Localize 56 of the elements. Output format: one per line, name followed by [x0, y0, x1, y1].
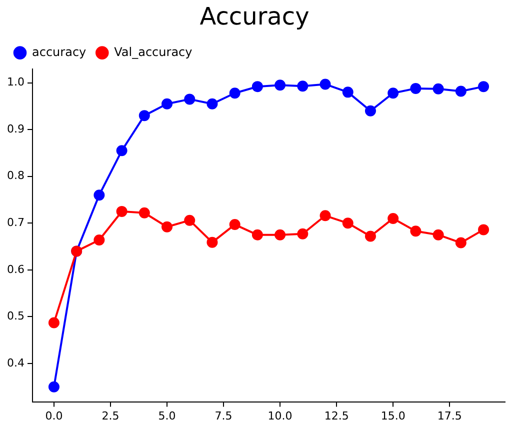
point — [252, 81, 263, 92]
point — [184, 94, 196, 105]
point — [274, 80, 286, 91]
y-tick-label: 1.0 — [6, 76, 24, 89]
point — [432, 83, 444, 94]
y-tick-label: 0.8 — [6, 169, 24, 182]
point — [48, 381, 60, 392]
point — [342, 218, 354, 229]
point — [48, 317, 60, 328]
point — [388, 212, 399, 224]
point — [320, 78, 331, 90]
point — [364, 105, 376, 116]
y-tick-label: 0.6 — [6, 262, 24, 276]
point — [320, 210, 331, 222]
x-tick-label: 10.0 — [268, 409, 292, 422]
legend-label: Val_accuracy — [114, 44, 192, 59]
point — [297, 228, 308, 240]
point — [116, 206, 128, 217]
point — [138, 207, 150, 218]
point — [455, 237, 466, 248]
point — [364, 230, 376, 242]
x-tick-label: 17.5 — [437, 409, 462, 422]
point — [455, 86, 466, 97]
point — [274, 229, 286, 240]
point — [252, 229, 263, 240]
point — [229, 219, 240, 230]
point — [94, 190, 105, 201]
x-tick-label: 2.5 — [102, 409, 120, 422]
point — [116, 145, 128, 156]
point — [162, 98, 173, 110]
x-tick-label: 7.5 — [214, 409, 232, 422]
x-tick-label: 12.5 — [324, 409, 349, 422]
point — [478, 81, 490, 92]
x-tick-label: 0.0 — [45, 409, 63, 422]
point — [410, 82, 422, 94]
point — [138, 110, 150, 122]
point — [342, 86, 354, 98]
point — [478, 224, 490, 236]
point — [94, 234, 105, 246]
y-tick-label: 0.9 — [6, 122, 24, 136]
point — [184, 214, 196, 226]
point — [297, 80, 308, 92]
chart-title: Accuracy — [200, 2, 310, 31]
point — [206, 236, 218, 248]
point — [388, 88, 399, 99]
x-tick-label: 15.0 — [380, 409, 406, 422]
y-tick-label: 0.4 — [6, 356, 24, 370]
point — [229, 88, 240, 99]
y-tick-label: 0.7 — [6, 216, 24, 229]
legend-label: accuracy — [32, 44, 86, 59]
point — [410, 226, 422, 237]
point — [206, 98, 218, 110]
point — [162, 221, 173, 232]
x-tick-label: 5.0 — [158, 409, 176, 422]
y-tick-label: 0.5 — [6, 310, 24, 323]
point — [432, 229, 444, 240]
